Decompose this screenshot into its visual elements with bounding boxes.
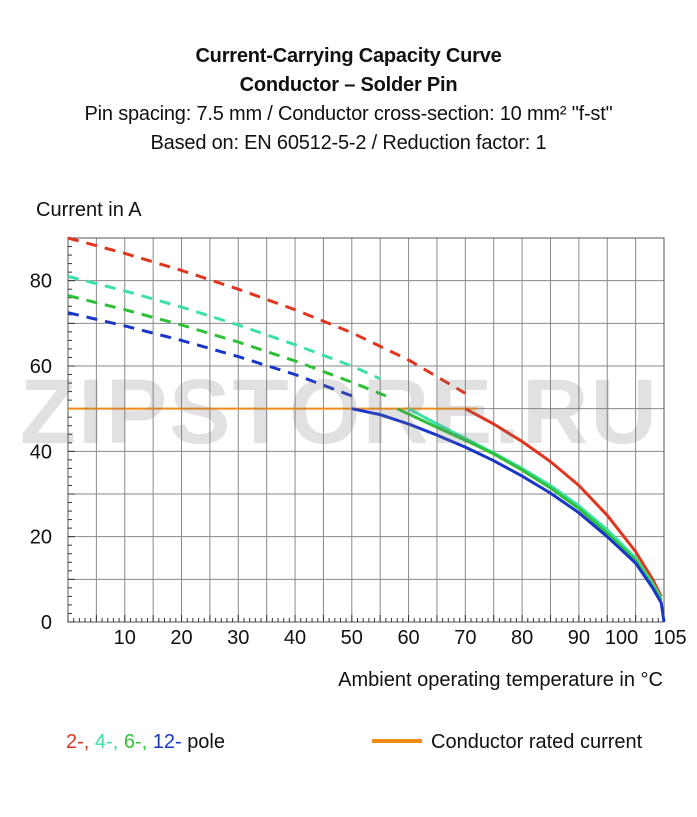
y-tick-label: 60 [30,356,52,378]
plot-frame [67,237,665,623]
x-tick-label: 10 [114,627,136,649]
y-tick-label: 0 [41,612,52,634]
y-tick-label: 20 [30,527,52,549]
series-12-pole-dashed [67,311,353,398]
legend-rated: Conductor rated current [372,731,642,754]
chart-subtitle-1: Pin spacing: 7.5 mm / Conductor cross-se… [84,103,613,125]
y-tick-label: 80 [30,271,52,293]
x-tick-label: 20 [170,627,192,649]
x-tick-label: 100 [605,627,638,649]
legend-poles: 2-, 4-, 6-, 12- pole [66,731,225,754]
legend-pole-4: 4-, [94,731,119,753]
chart-title-block: Current-Carrying Capacity Curve Conducto… [0,42,697,158]
legend-pole-suffix: pole [187,731,225,753]
y-axis-label: Current in A [36,199,142,221]
chart-subtitle-2: Based on: EN 60512-5-2 / Reduction facto… [150,132,547,154]
series-4-pole-dashed [67,274,381,381]
x-tick-label: 90 [568,627,590,649]
legend-pole-2: 2-, [66,731,90,753]
legend-pole-6: 6-, [123,731,148,753]
plot-area [68,238,664,622]
x-tick-label: 70 [454,627,476,649]
x-axis-label: Ambient operating temperature in °C [338,669,663,691]
x-tick-label: 105 [653,627,686,649]
series-2-pole-solid [464,407,663,598]
x-tick-label: 60 [397,627,419,649]
series-2-pole-dashed [67,236,467,395]
x-tick-label: 80 [511,627,533,649]
x-tick-label: 40 [284,627,306,649]
x-tick-label: 30 [227,627,249,649]
legend-rated-swatch [372,738,422,743]
chart-canvas: 0 20 40 60 80 10 20 30 40 50 60 70 80 90 100 105 [30,236,687,649]
series-6-pole-dashed [67,294,387,398]
y-tick-label: 40 [30,441,52,463]
chart-title-2: Conductor – Solder Pin [239,74,458,96]
chart-title: Current-Carrying Capacity Curve [195,45,502,67]
legend-rated-label: Conductor rated current [431,731,643,753]
x-tick-label: 50 [341,627,363,649]
legend-pole-12: 12- [152,731,182,753]
series-12-pole-solid [351,407,666,623]
